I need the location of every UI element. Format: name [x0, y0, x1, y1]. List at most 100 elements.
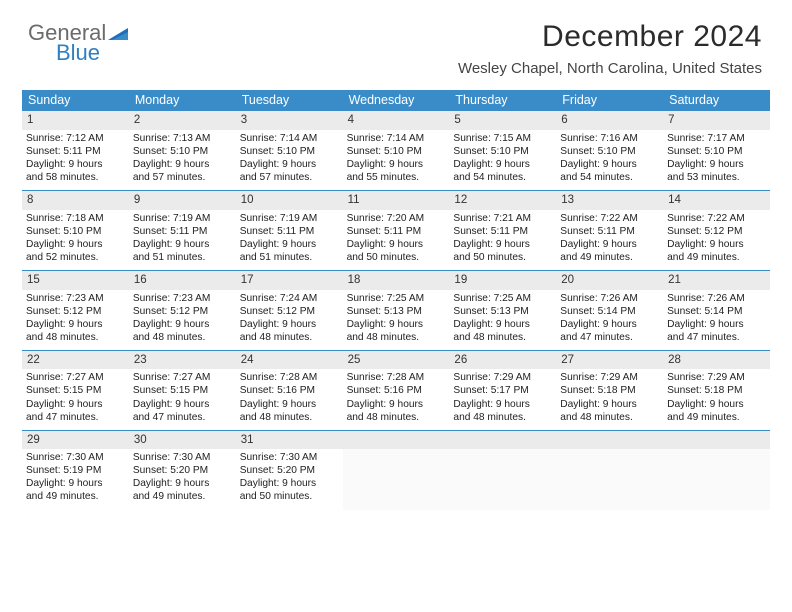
calendar-day: 19 Sunrise: 7:25 AMSunset: 5:13 PMDayligh… [449, 271, 556, 350]
day-dl2: and 50 minutes. [240, 490, 339, 503]
day-dl1: Daylight: 9 hours [133, 398, 232, 411]
day-dl1: Daylight: 9 hours [26, 318, 125, 331]
day-dl2: and 49 minutes. [667, 411, 766, 424]
day-number: 16 [129, 271, 236, 290]
day-number: 12 [449, 191, 556, 210]
day-sunrise: Sunrise: 7:19 AM [240, 212, 339, 225]
calendar-day: 29Sunrise: 7:30 AMSunset: 5:19 PMDayligh… [22, 431, 129, 510]
dow-monday: Monday [129, 90, 236, 111]
day-sunrise: Sunrise: 7:29 AM [560, 371, 659, 384]
day-dl2: and 48 minutes. [560, 411, 659, 424]
day-dl2: and 48 minutes. [240, 411, 339, 424]
calendar-week: 15Sunrise: 7:23 AMSunset: 5:12 PMDayligh… [22, 271, 770, 351]
calendar-day: 2Sunrise: 7:13 AMSunset: 5:10 PMDaylight… [129, 111, 236, 190]
day-number: 22 [22, 351, 129, 370]
day-dl1: Daylight: 9 hours [347, 398, 446, 411]
day-dl2: and 48 minutes. [133, 331, 232, 344]
day-number: 5 [449, 111, 556, 130]
day-sunset: Sunset: 5:15 PM [133, 384, 232, 397]
day-dl1: Daylight: 9 hours [133, 158, 232, 171]
day-dl1: Daylight: 9 hours [667, 318, 766, 331]
calendar-day: 22Sunrise: 7:27 AMSunset: 5:15 PMDayligh… [22, 351, 129, 430]
day-dl2: and 48 minutes. [347, 331, 446, 344]
day-dl2: and 54 minutes. [453, 171, 552, 184]
day-number: 6 [556, 111, 663, 130]
day-sunrise: Sunrise: 7:14 AM [240, 132, 339, 145]
day-number: 19 [449, 271, 556, 290]
day-number: 14 [663, 191, 770, 210]
day-dl1: Daylight: 9 hours [453, 318, 552, 331]
calendar-day: 12Sunrise: 7:21 AMSunset: 5:11 PMDayligh… [449, 191, 556, 270]
day-dl2: and 48 minutes. [453, 331, 552, 344]
day-number: 9 [129, 191, 236, 210]
weekday-header: Sunday Monday Tuesday Wednesday Thursday… [22, 90, 770, 111]
calendar-day-empty [343, 431, 450, 510]
day-sunset: Sunset: 5:10 PM [240, 145, 339, 158]
day-sunset: Sunset: 5:16 PM [240, 384, 339, 397]
day-number: 17 [236, 271, 343, 290]
day-sunset: Sunset: 5:11 PM [133, 225, 232, 238]
day-dl2: and 49 minutes. [133, 490, 232, 503]
day-sunrise: Sunrise: 7:25 AM [453, 292, 552, 305]
day-sunrise: Sunrise: 7:15 AM [453, 132, 552, 145]
dow-tuesday: Tuesday [236, 90, 343, 111]
calendar-day: 1Sunrise: 7:12 AMSunset: 5:11 PMDaylight… [22, 111, 129, 190]
day-dl1: Daylight: 9 hours [240, 477, 339, 490]
calendar: Sunday Monday Tuesday Wednesday Thursday… [22, 90, 770, 510]
calendar-day: 31Sunrise: 7:30 AMSunset: 5:20 PMDayligh… [236, 431, 343, 510]
day-sunset: Sunset: 5:11 PM [453, 225, 552, 238]
day-number: 11 [343, 191, 450, 210]
day-dl1: Daylight: 9 hours [133, 238, 232, 251]
day-sunset: Sunset: 5:11 PM [26, 145, 125, 158]
day-dl2: and 52 minutes. [26, 251, 125, 264]
day-number: 1 [22, 111, 129, 130]
calendar-day: 17Sunrise: 7:24 AMSunset: 5:12 PMDayligh… [236, 271, 343, 350]
day-number: 27 [556, 351, 663, 370]
day-sunrise: Sunrise: 7:23 AM [26, 292, 125, 305]
calendar-day: 8Sunrise: 7:18 AMSunset: 5:10 PMDaylight… [22, 191, 129, 270]
day-sunset: Sunset: 5:13 PM [453, 305, 552, 318]
day-sunset: Sunset: 5:20 PM [240, 464, 339, 477]
day-dl2: and 57 minutes. [133, 171, 232, 184]
calendar-body: 1Sunrise: 7:12 AMSunset: 5:11 PMDaylight… [22, 111, 770, 510]
day-sunset: Sunset: 5:17 PM [453, 384, 552, 397]
calendar-day: 4Sunrise: 7:14 AMSunset: 5:10 PMDaylight… [343, 111, 450, 190]
day-sunrise: Sunrise: 7:27 AM [133, 371, 232, 384]
day-sunset: Sunset: 5:20 PM [133, 464, 232, 477]
day-sunset: Sunset: 5:11 PM [560, 225, 659, 238]
day-sunrise: Sunrise: 7:30 AM [133, 451, 232, 464]
calendar-day: 13Sunrise: 7:22 AMSunset: 5:11 PMDayligh… [556, 191, 663, 270]
day-number: 10 [236, 191, 343, 210]
day-number: 25 [343, 351, 450, 370]
day-dl1: Daylight: 9 hours [667, 238, 766, 251]
day-sunset: Sunset: 5:16 PM [347, 384, 446, 397]
day-sunset: Sunset: 5:10 PM [667, 145, 766, 158]
calendar-day: 23Sunrise: 7:27 AMSunset: 5:15 PMDayligh… [129, 351, 236, 430]
day-dl2: and 51 minutes. [240, 251, 339, 264]
day-dl1: Daylight: 9 hours [560, 398, 659, 411]
day-number: 18 [343, 271, 450, 290]
day-sunset: Sunset: 5:11 PM [347, 225, 446, 238]
day-dl1: Daylight: 9 hours [453, 238, 552, 251]
day-dl2: and 48 minutes. [240, 331, 339, 344]
day-sunrise: Sunrise: 7:12 AM [26, 132, 125, 145]
day-sunrise: Sunrise: 7:16 AM [560, 132, 659, 145]
day-number [343, 431, 450, 450]
day-sunset: Sunset: 5:18 PM [560, 384, 659, 397]
day-dl2: and 47 minutes. [667, 331, 766, 344]
day-number: 4 [343, 111, 450, 130]
day-sunset: Sunset: 5:11 PM [240, 225, 339, 238]
day-sunset: Sunset: 5:15 PM [26, 384, 125, 397]
day-dl1: Daylight: 9 hours [26, 398, 125, 411]
day-sunrise: Sunrise: 7:25 AM [347, 292, 446, 305]
day-sunrise: Sunrise: 7:18 AM [26, 212, 125, 225]
day-dl2: and 47 minutes. [133, 411, 232, 424]
calendar-week: 29Sunrise: 7:30 AMSunset: 5:19 PMDayligh… [22, 431, 770, 510]
dow-sunday: Sunday [22, 90, 129, 111]
day-dl1: Daylight: 9 hours [347, 318, 446, 331]
calendar-day: 5Sunrise: 7:15 AMSunset: 5:10 PMDaylight… [449, 111, 556, 190]
day-number: 31 [236, 431, 343, 450]
day-dl1: Daylight: 9 hours [667, 398, 766, 411]
day-number: 7 [663, 111, 770, 130]
day-number: 23 [129, 351, 236, 370]
